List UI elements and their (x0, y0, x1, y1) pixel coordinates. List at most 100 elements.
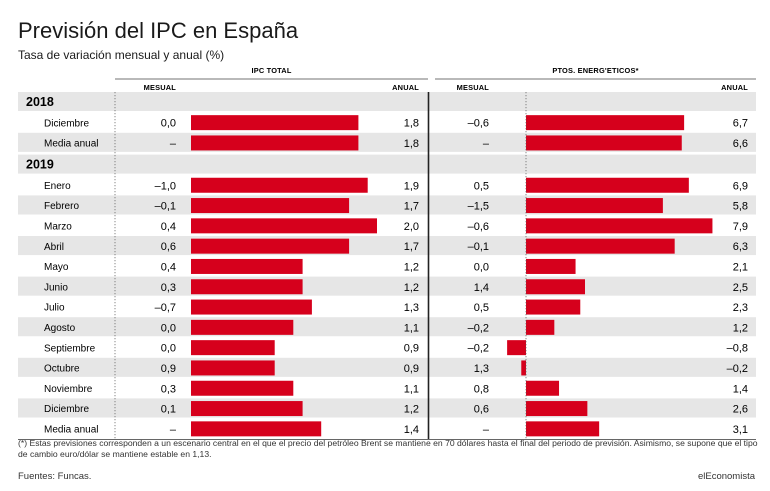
energy-anual-bar (521, 360, 526, 376)
ipc-anual-bar (191, 279, 303, 295)
ipc-anual-value: 1,4 (404, 424, 419, 436)
ipc-mensual-value: 0,3 (161, 282, 176, 294)
ipc-anual-bar (191, 238, 350, 254)
energy-anual-value: –0,8 (727, 343, 748, 355)
ipc-anual-value: 1,2 (404, 261, 419, 273)
energy-anual-bar (526, 115, 685, 131)
energy-anual-bar (526, 238, 675, 254)
row-label: Marzo (44, 221, 72, 232)
row-label: Media anual (44, 424, 98, 435)
energy-anual-bar (526, 319, 555, 335)
energy-anual-value: 2,1 (733, 261, 748, 273)
ipc-mensual-value: 0,4 (161, 261, 176, 273)
energy-mensual-value: –0,1 (468, 241, 489, 253)
row-band (18, 398, 756, 418)
row-label: Noviembre (44, 384, 93, 395)
ipc-anual-value: 0,9 (404, 343, 419, 355)
energy-anual-value: 2,6 (733, 404, 748, 416)
row-label: Diciembre (44, 118, 89, 129)
row-label: Junio (44, 282, 68, 293)
col-header-ipc-anual: ANUAL (392, 83, 419, 92)
energy-mensual-value: –0,6 (468, 118, 489, 130)
energy-mensual-value: 1,4 (474, 282, 489, 294)
energy-anual-value: 1,4 (733, 383, 748, 395)
ipc-anual-value: 1,7 (404, 201, 419, 213)
row-band (18, 357, 756, 378)
row-label: Media anual (44, 139, 98, 150)
ipc-mensual-value: 0,1 (161, 404, 176, 416)
ipc-mensual-value: 0,0 (161, 118, 176, 130)
ipc-anual-bar (191, 421, 322, 437)
row-label: Septiembre (44, 343, 96, 354)
year-band (18, 154, 756, 174)
energy-anual-bar (526, 401, 588, 417)
energy-anual-bar (526, 177, 689, 193)
energy-anual-value: 6,9 (733, 180, 748, 192)
ipc-anual-value: 1,1 (404, 383, 419, 395)
energy-anual-bar (526, 135, 682, 151)
year-label: 2018 (26, 95, 54, 109)
ipc-anual-bar (191, 177, 368, 193)
ipc-anual-value: 1,7 (404, 241, 419, 253)
ipc-mensual-value: 0,9 (161, 363, 176, 375)
ipc-anual-bar (191, 258, 303, 274)
energy-anual-bar (526, 198, 663, 214)
ipc-anual-bar (191, 299, 312, 315)
row-label: Octubre (44, 364, 80, 375)
ipc-anual-value: 1,8 (404, 138, 419, 150)
energy-anual-bar (526, 258, 576, 274)
energy-mensual-value: – (483, 424, 490, 436)
ipc-anual-value: 2,0 (404, 221, 419, 233)
energy-anual-value: 7,9 (733, 221, 748, 233)
energy-mensual-value: 0,6 (474, 404, 489, 416)
energy-anual-value: 2,5 (733, 282, 748, 294)
chart-title: Previsión del IPC en España (18, 18, 299, 43)
ipc-anual-value: 1,1 (404, 322, 419, 334)
year-label: 2019 (26, 158, 54, 172)
energy-anual-value: 6,3 (733, 241, 748, 253)
energy-anual-bar (526, 279, 585, 295)
ipc-mensual-value: 0,6 (161, 241, 176, 253)
energy-anual-bar (526, 380, 560, 396)
energy-mensual-value: –0,6 (468, 221, 489, 233)
col-header-energy-anual: ANUAL (721, 83, 748, 92)
ipc-anual-bar (191, 340, 275, 356)
ipc-mensual-value: –0,7 (155, 302, 176, 314)
row-label: Febrero (44, 201, 79, 212)
ipc-mensual-value: 0,0 (161, 343, 176, 355)
energy-anual-bar (526, 299, 581, 315)
energy-mensual-value: 1,3 (474, 363, 489, 375)
ipc-anual-bar (191, 319, 294, 335)
energy-mensual-value: 0,8 (474, 383, 489, 395)
row-label: Diciembre (44, 404, 89, 415)
ipc-mensual-value: – (170, 424, 177, 436)
chart-subtitle: Tasa de variación mensual y anual (%) (18, 48, 225, 62)
year-band (18, 92, 756, 111)
ipc-mensual-value: –1,0 (155, 180, 176, 192)
row-label: Enero (44, 181, 71, 192)
ipc-anual-bar (191, 360, 275, 376)
energy-anual-value: 5,8 (733, 201, 748, 213)
ipc-anual-bar (191, 198, 350, 214)
brand-logo-text: elEconomista (697, 471, 755, 482)
energy-anual-bar (507, 340, 526, 356)
energy-anual-value: 3,1 (733, 424, 748, 436)
source-note: Fuentes: Funcas. (18, 471, 92, 482)
ipc-anual-bar (191, 115, 359, 131)
row-band (18, 317, 756, 337)
energy-mensual-value: 0,0 (474, 261, 489, 273)
energy-anual-bar (526, 421, 600, 437)
group-header-energy: PTOS. ENERG'ETICOS* (552, 66, 638, 75)
energy-mensual-value: –0,2 (468, 322, 489, 334)
ipc-mensual-value: 0,3 (161, 383, 176, 395)
ipc-mensual-value: 0,0 (161, 322, 176, 334)
energy-mensual-value: 0,5 (474, 302, 489, 314)
row-band (18, 276, 756, 296)
ipc-anual-bar (191, 218, 377, 234)
col-header-ipc-mensual: MESUAL (144, 83, 177, 92)
energy-anual-bar (526, 218, 713, 234)
group-header-ipc: IPC TOTAL (251, 66, 291, 75)
ipc-anual-bar (191, 380, 294, 396)
footnote: (*) Estas previsiones corresponden a un … (18, 438, 758, 459)
energy-anual-value: 2,3 (733, 302, 748, 314)
